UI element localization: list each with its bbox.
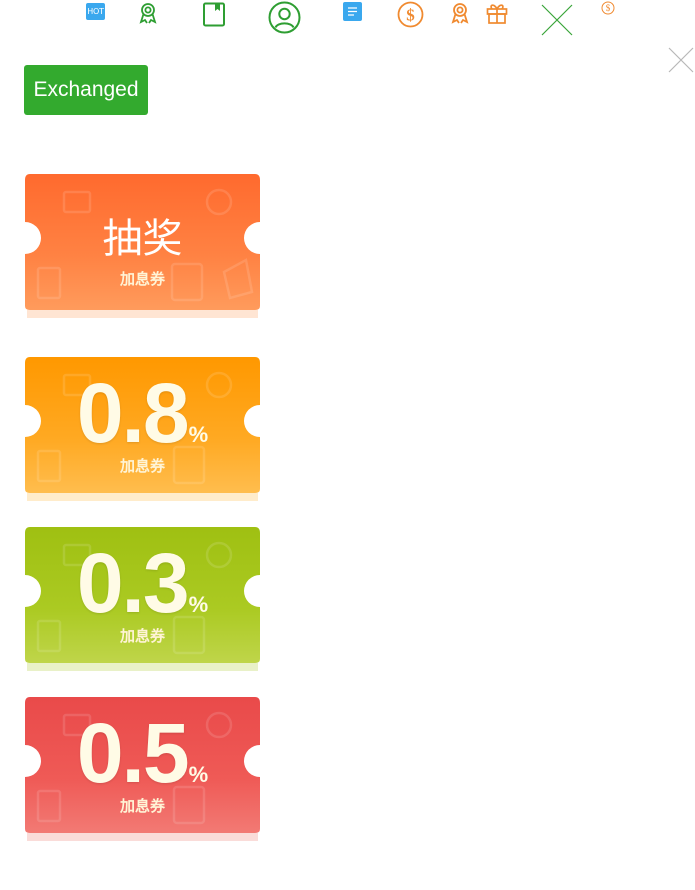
coupon-shape [25,527,260,671]
award-icon[interactable] [448,1,472,25]
coupon-shape [25,357,260,501]
dollar-icon[interactable]: $ [397,1,424,28]
exchanged-button[interactable]: Exchanged [24,65,148,115]
coupon-shape [25,174,260,318]
coupon-lottery[interactable]: 抽奖 加息券 [24,172,261,320]
book-icon[interactable] [202,2,226,27]
coupon-rate: 0.3 [76,536,190,630]
coupon-unit: % [188,422,209,447]
user-icon[interactable] [268,1,301,34]
coupon-unit: % [188,762,209,787]
coupon-sublabel: 加息券 [119,270,165,288]
gift-icon[interactable] [485,1,509,25]
coupon-unit: % [188,592,209,617]
close-icon[interactable] [541,4,573,36]
coupon-sublabel: 加息券 [119,627,165,645]
coupon-0-3[interactable]: 0.3% 加息券 [24,525,261,673]
coupon-value: 0.8% [24,365,261,462]
coupon-value: 0.3% [24,535,261,632]
coupon-sublabel: 加息券 [119,457,165,475]
coupon-value: 0.5% [24,705,261,802]
coupon-shape [25,697,260,841]
coupon-rate: 0.5 [76,706,190,800]
coupon-0-5[interactable]: 0.5% 加息券 [24,695,261,843]
close-button[interactable] [668,47,694,73]
coupon-0-8[interactable]: 0.8% 加息券 [24,355,261,503]
document-icon[interactable] [343,2,362,21]
hot-icon[interactable]: HOT [86,3,105,20]
coupon-title: 抽奖 [102,216,183,262]
dollar-icon[interactable]: $ [601,1,615,15]
svg-text:$: $ [606,3,611,13]
coupon-sublabel: 加息券 [119,797,165,815]
svg-text:$: $ [406,6,415,25]
coupon-rate: 0.8 [76,366,190,460]
award-icon[interactable] [136,1,160,25]
